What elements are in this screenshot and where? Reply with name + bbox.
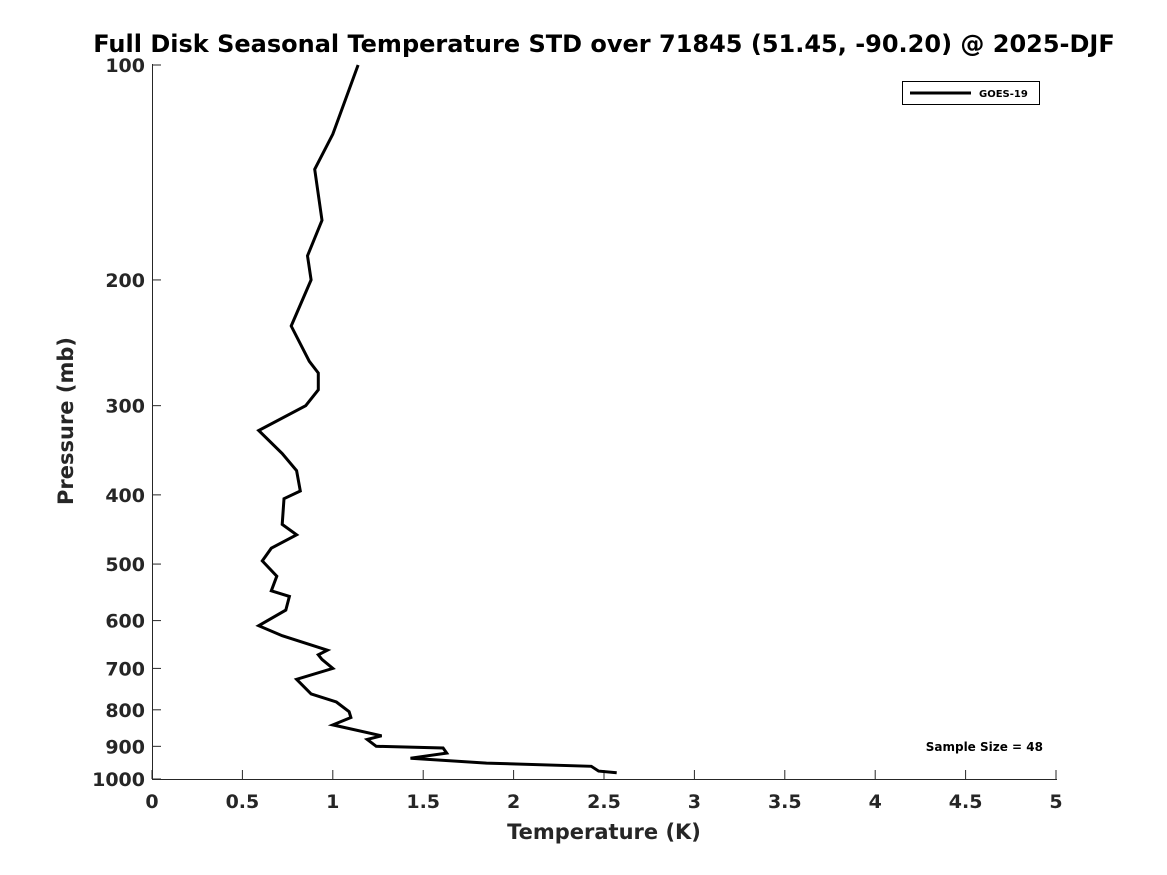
sample-size-annotation: Sample Size = 48 (926, 740, 1043, 754)
legend-label: GOES-19 (979, 89, 1028, 100)
legend: GOES-19 (902, 81, 1040, 105)
x-tick-label: 3.5 (768, 791, 802, 813)
x-axis-label: Temperature (K) (507, 820, 701, 844)
y-tick-label: 1000 (92, 769, 145, 791)
x-tick-label: 3 (688, 791, 701, 813)
y-tick-label: 900 (105, 736, 145, 758)
x-tick-label: 0 (145, 791, 158, 813)
y-tick-label: 500 (105, 554, 145, 576)
y-tick-label: 300 (105, 396, 145, 418)
y-tick-label: 800 (105, 700, 145, 722)
x-tick-label: 5 (1049, 791, 1062, 813)
x-axis-ticks: 0 0.5 1 1.5 2 2.5 3 3.5 4 4.5 5 (145, 770, 1063, 813)
y-tick-label: 400 (105, 485, 145, 507)
x-tick-label: 2 (507, 791, 520, 813)
series-line (255, 64, 617, 775)
x-tick-label: 1.5 (406, 791, 440, 813)
x-tick-label: 2.5 (587, 791, 621, 813)
chart-title: Full Disk Seasonal Temperature STD over … (93, 30, 1115, 58)
x-tick-label: 4.5 (949, 791, 983, 813)
series-layer (255, 64, 617, 775)
y-tick-label: 200 (105, 270, 145, 292)
y-axis-ticks: 100 200 300 400 500 600 700 800 900 1000 (92, 55, 161, 791)
y-tick-label: 700 (105, 658, 145, 680)
y-tick-label: 100 (105, 55, 145, 77)
y-axis-label: Pressure (mb) (54, 337, 78, 505)
x-tick-label: 1 (326, 791, 339, 813)
x-tick-label: 0.5 (226, 791, 260, 813)
x-tick-label: 4 (869, 791, 882, 813)
y-tick-label: 600 (105, 611, 145, 633)
